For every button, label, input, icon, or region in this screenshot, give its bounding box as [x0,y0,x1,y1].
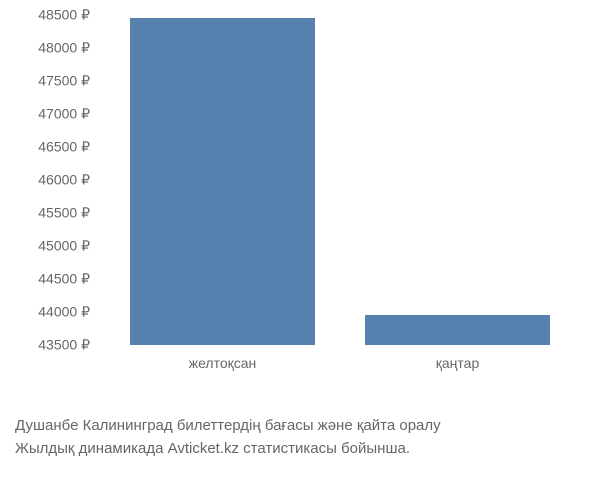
y-tick-label: 47500 ₽ [38,73,90,90]
y-tick-label: 45000 ₽ [38,238,90,255]
y-tick-label: 48500 ₽ [38,7,90,24]
chart-bar [365,315,550,345]
y-tick-label: 48000 ₽ [38,40,90,57]
y-tick-label: 43500 ₽ [38,337,90,354]
y-tick-label: 47000 ₽ [38,106,90,123]
chart-caption: Душанбе Калининград билеттердің бағасы ж… [15,415,585,460]
y-tick-label: 44000 ₽ [38,304,90,321]
y-tick-label: 44500 ₽ [38,271,90,288]
y-tick-label: 46500 ₽ [38,139,90,156]
price-chart: 43500 ₽ 44000 ₽ 44500 ₽ 45000 ₽ 45500 ₽ 46000… [10,15,590,395]
caption-line-2: Жылдық динамикада Avticket.kz статистика… [15,438,585,461]
x-axis-labels: желтоқсан қаңтар [100,355,590,385]
y-tick-label: 45500 ₽ [38,205,90,222]
chart-bar [130,18,315,345]
caption-line-1: Душанбе Калининград билеттердің бағасы ж… [15,415,585,438]
y-tick-label: 46000 ₽ [38,172,90,189]
x-tick-label: желтоқсан [189,355,257,371]
plot-area [100,15,590,345]
y-axis: 43500 ₽44000 ₽44500 ₽45000 ₽45500 ₽46000… [10,15,95,345]
x-tick-label: қаңтар [436,355,479,371]
